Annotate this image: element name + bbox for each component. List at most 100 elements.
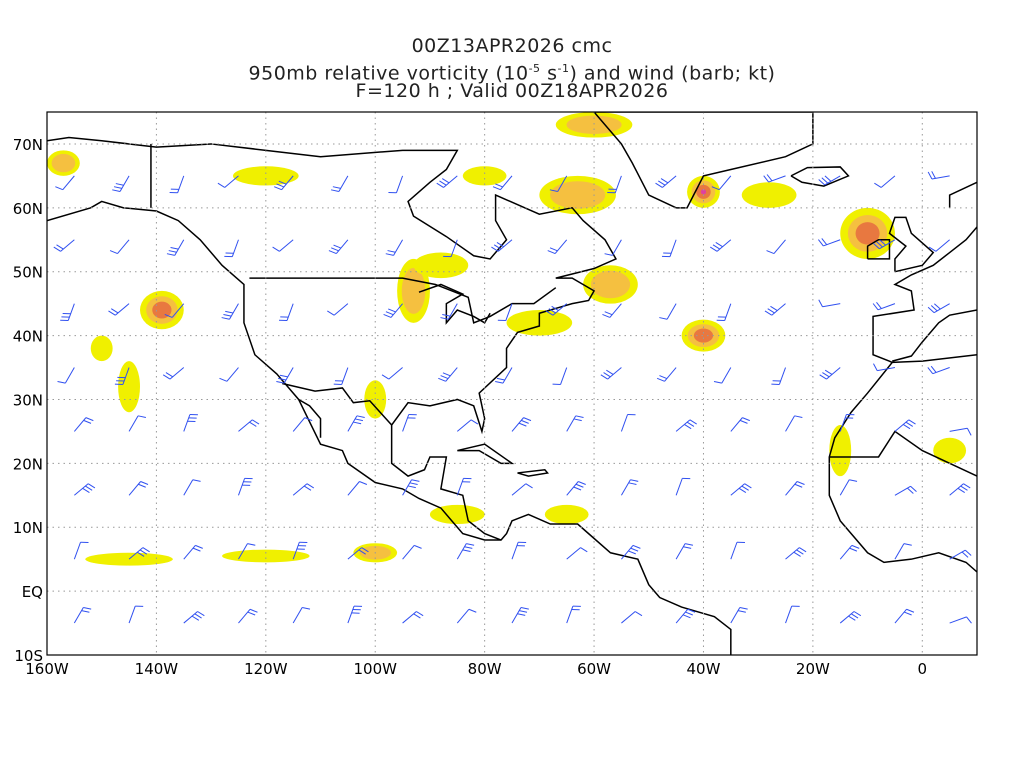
barb-flag [137, 551, 145, 557]
barb-flag [413, 544, 422, 549]
barb-staff [894, 485, 911, 496]
barb-staff [224, 175, 239, 188]
barb-flag [192, 547, 201, 552]
barb-flag [928, 246, 937, 252]
barb-flag [436, 182, 444, 188]
barb-staff [675, 543, 686, 560]
wind-barb [927, 171, 950, 180]
barb-staff [502, 367, 513, 384]
wind-barb [873, 363, 896, 372]
x-tick-label: 0 [918, 660, 928, 678]
barb-flag [53, 246, 61, 252]
wind-barb [238, 543, 256, 560]
barb-flag [763, 175, 770, 183]
wind-barb [566, 547, 588, 560]
wind-barb [164, 303, 185, 318]
barb-flag [547, 250, 556, 255]
wind-barb [166, 239, 185, 256]
x-tick-label: 80W [468, 660, 502, 678]
barb-flag [56, 244, 64, 250]
barb-flag [738, 487, 747, 494]
vorticity-shading [47, 112, 967, 566]
wind-barb [873, 239, 896, 250]
wind-barb [730, 417, 750, 432]
barb-flag [964, 549, 972, 556]
barb-staff [785, 547, 800, 560]
wind-barb [112, 175, 130, 192]
coastline [892, 354, 977, 364]
barb-staff [614, 175, 622, 193]
barb-staff [785, 415, 795, 432]
barb-flag [876, 241, 883, 248]
barb-flag [440, 375, 449, 380]
barb-staff [292, 483, 308, 496]
barb-flag [659, 375, 668, 380]
barb-flag [525, 483, 533, 489]
barb-staff [566, 605, 574, 624]
wind-barb [621, 544, 641, 560]
barb-staff [128, 481, 142, 496]
barb-flag [413, 613, 421, 619]
barb-flag [138, 483, 146, 488]
barb-flag [580, 547, 588, 553]
barb-staff [229, 303, 239, 320]
barb-flag [656, 377, 665, 382]
wind-barb [785, 415, 803, 432]
barb-flag [279, 374, 288, 378]
barb-flag [628, 482, 637, 485]
barb-staff [402, 479, 413, 496]
wind-barb [219, 367, 239, 382]
wind-barb [818, 175, 841, 186]
barb-flag [272, 246, 280, 252]
x-tick-label: 100W [354, 660, 398, 678]
barb-flag [874, 182, 882, 188]
barb-flag [521, 419, 529, 424]
wind-barb [347, 547, 369, 560]
wind-barb [659, 303, 677, 320]
barb-flag [223, 313, 232, 317]
barb-staff [169, 367, 185, 380]
wind-barb [549, 175, 568, 192]
barb-flag [164, 313, 173, 318]
barb-staff [183, 545, 196, 560]
barb-flag [303, 485, 312, 491]
barb-flag [602, 313, 611, 318]
barb-staff [226, 367, 239, 382]
barb-staff [839, 414, 847, 432]
barb-staff [128, 605, 136, 624]
wind-barb [436, 175, 458, 188]
barb-staff [456, 543, 467, 560]
barb-flag [799, 547, 807, 553]
wind-barb [456, 477, 472, 496]
title-suffix: ) and wind (barb; kt) [569, 62, 776, 85]
barb-staff [128, 415, 139, 432]
barb-staff [73, 542, 81, 560]
wind-barb [128, 605, 144, 624]
barb-flag [712, 244, 721, 250]
barb-staff [823, 239, 841, 247]
barb-flag [796, 549, 804, 555]
barb-staff [932, 367, 950, 375]
wind-barb [402, 413, 417, 432]
plot-frame [46, 111, 978, 656]
barb-flag [851, 613, 859, 619]
wind-barb [162, 367, 185, 380]
barb-flag [85, 485, 93, 491]
y-tick-label: 30N [13, 391, 43, 409]
wind-barb [621, 611, 643, 624]
barb-staff [402, 545, 415, 560]
barb-flag [110, 308, 119, 314]
barb-staff [67, 303, 75, 321]
barb-flag [904, 611, 912, 616]
barb-staff [402, 611, 417, 624]
wind-barb [839, 413, 855, 432]
wind-barb [73, 541, 89, 560]
barb-flag [630, 479, 639, 482]
barb-flag [632, 544, 641, 549]
barb-staff [238, 478, 246, 496]
barb-staff [621, 545, 634, 560]
vorticity-contour-level-1 [90, 335, 113, 362]
barb-flag [930, 365, 937, 373]
barb-staff [231, 239, 239, 257]
